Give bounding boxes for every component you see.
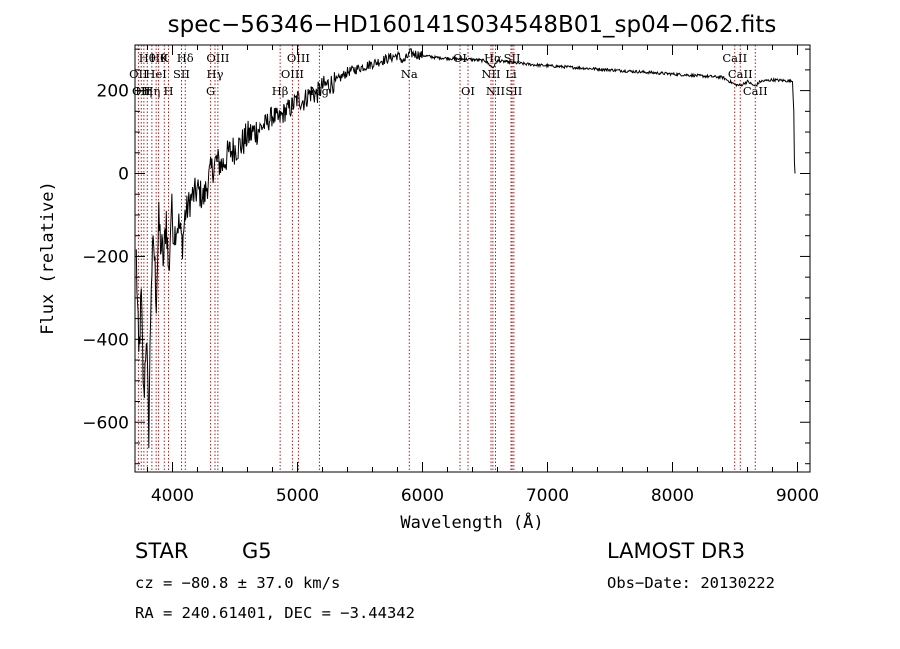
x-tick-label: 4000 — [151, 486, 194, 506]
object-subclass: G5 — [242, 539, 272, 563]
spectral-line-label: Mg — [310, 84, 330, 98]
spectral-line-label: CaII — [743, 84, 768, 98]
x-tick-label: 5000 — [276, 486, 319, 506]
spectral-line-label: Hη — [135, 84, 152, 98]
x-tick-label: 7000 — [526, 486, 569, 506]
spectral-line-label: OIII — [281, 67, 304, 81]
y-tick-label: 0 — [118, 165, 129, 185]
x-tick-label: 9000 — [776, 486, 819, 506]
redshift-readout: cz = −80.8 ± 37.0 km/s — [135, 574, 341, 592]
spectral-line-label: OII — [129, 67, 148, 81]
spectral-line-label: CaII — [722, 51, 747, 65]
spectral-line-label: NII — [486, 84, 505, 98]
spectrum-line — [135, 48, 796, 449]
y-axis-label: Flux (relative) — [38, 181, 58, 335]
spectral-lines-layer — [137, 45, 756, 472]
spectral-line-label: SII — [505, 84, 522, 98]
spectral-line-label: Hθ — [139, 51, 156, 65]
spectral-line-label: CaII — [728, 67, 753, 81]
spectral-line-label: Na — [401, 67, 418, 81]
spectral-line-label: OIII — [287, 51, 310, 65]
spectral-line-label: HeI — [145, 67, 166, 81]
obs-date: Obs−Date: 20130222 — [607, 574, 775, 592]
spectral-line-label: NII — [481, 67, 500, 81]
spectral-line-label: OI — [461, 84, 475, 98]
x-axis-label: Wavelength (Å) — [400, 511, 543, 533]
object-class: STAR — [135, 539, 189, 563]
spectral-line-label: H — [163, 84, 173, 98]
spectral-line-label: SII — [173, 67, 190, 81]
spectral-line-label: Li — [505, 67, 517, 81]
spectral-line-label: OI — [453, 51, 467, 65]
spectral-line-label: OII — [132, 84, 151, 98]
coordinates-readout: RA = 240.61401, DEC = −3.44342 — [135, 604, 415, 622]
spectral-line-label: SII — [504, 51, 521, 65]
survey-name: LAMOST DR3 — [607, 539, 746, 563]
spectral-line-label: Hδ — [177, 51, 194, 65]
spectral-line-labels: OIIOIIHηHθHηHeIHθKHSIIHδGHγOIIIHβOIIIOII… — [129, 51, 768, 98]
spectral-line-label: Hα — [484, 51, 502, 65]
y-tick-label: 200 — [97, 82, 129, 102]
y-tick-label: −600 — [82, 413, 129, 433]
x-tick-label: 8000 — [651, 486, 694, 506]
spectral-line-label: Hη — [143, 84, 160, 98]
y-tick-label: −400 — [82, 330, 129, 350]
x-tick-label: 6000 — [401, 486, 444, 506]
y-tick-label: −200 — [82, 247, 129, 267]
spectral-line-label: Hβ — [272, 84, 289, 98]
spectral-line-label: OIII — [206, 51, 229, 65]
axis-ticks: 4000 5000 6000 7000 8000 9000 −600 −400 −200 0 200 — [82, 45, 819, 506]
plot-frame — [134, 44, 811, 473]
spectral-line-label: Hγ — [207, 67, 224, 81]
spectral-line-label: G — [206, 84, 215, 98]
chart-title: spec−56346−HD160141S034548B01_sp04−062.f… — [168, 12, 777, 38]
spectral-line-label: Hθ — [150, 51, 167, 65]
spectral-line-label: K — [160, 51, 169, 65]
